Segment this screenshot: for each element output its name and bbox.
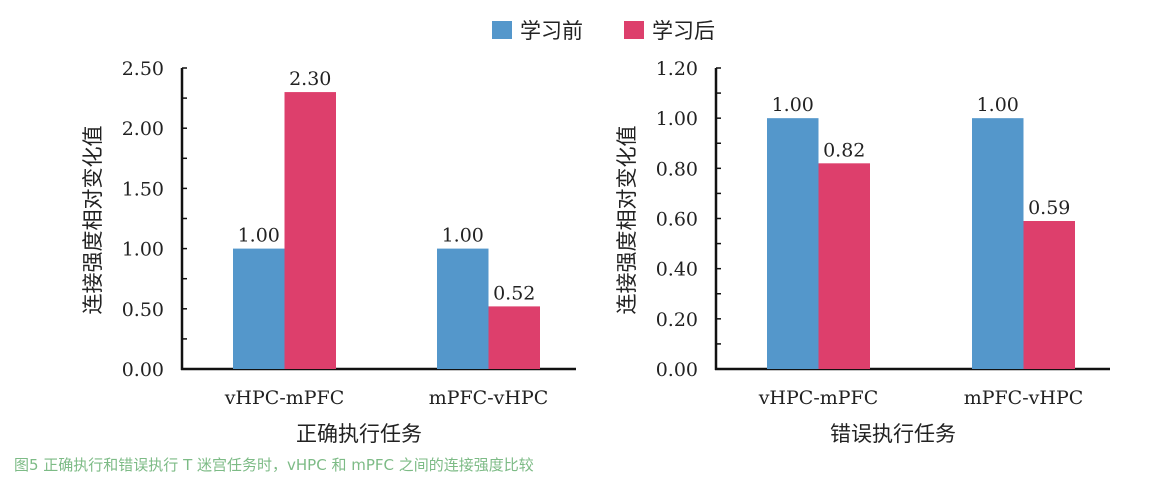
y-tick-label: 0.00 bbox=[656, 359, 698, 381]
y-tick-label: 2.00 bbox=[122, 118, 164, 140]
y-tick-label: 0.80 bbox=[656, 158, 698, 180]
legend-label-1: 学习后 bbox=[652, 19, 715, 43]
bar-mPFC-vHPC-0 bbox=[972, 118, 1024, 370]
y-tick-label: 0.40 bbox=[656, 259, 698, 281]
y-tick-label: 1.00 bbox=[656, 108, 698, 130]
bar-vHPC-mPFC-0 bbox=[767, 118, 819, 370]
y-tick-label: 1.20 bbox=[656, 58, 698, 80]
bar-mPFC-vHPC-1 bbox=[488, 306, 540, 369]
data-label: 1.00 bbox=[442, 225, 484, 247]
x-axis-title: 正确执行任务 bbox=[296, 422, 422, 446]
y-tick-label: 2.50 bbox=[122, 58, 164, 80]
data-label: 1.00 bbox=[238, 225, 280, 247]
y-axis-title: 连接强度相对变化值 bbox=[615, 126, 639, 315]
x-tick-label: vHPC-mPFC bbox=[224, 387, 345, 409]
data-label: 0.82 bbox=[823, 139, 865, 161]
bar-mPFC-vHPC-1 bbox=[1023, 221, 1075, 369]
data-label: 1.00 bbox=[772, 94, 814, 116]
y-axis-title: 连接强度相对变化值 bbox=[81, 126, 105, 315]
figure-caption: 图5 正确执行和错误执行 T 迷宫任务时，vHPC 和 mPFC 之间的连接强度… bbox=[14, 456, 534, 474]
y-tick-label: 1.50 bbox=[122, 178, 164, 200]
y-tick-label: 1.00 bbox=[122, 239, 164, 261]
y-tick-label: 0.50 bbox=[122, 299, 164, 321]
data-label: 1.00 bbox=[977, 94, 1019, 116]
x-axis-title: 错误执行任务 bbox=[830, 422, 956, 446]
legend-swatch-0 bbox=[492, 21, 512, 39]
x-tick-label: mPFC-vHPC bbox=[429, 387, 549, 409]
y-tick-label: 0.60 bbox=[656, 209, 698, 231]
y-tick-label: 0.00 bbox=[122, 359, 164, 381]
legend-swatch-1 bbox=[624, 21, 644, 39]
bar-vHPC-mPFC-1 bbox=[818, 163, 870, 369]
x-tick-label: mPFC-vHPC bbox=[964, 387, 1084, 409]
data-label: 2.30 bbox=[289, 68, 331, 90]
legend-label-0: 学习前 bbox=[520, 19, 583, 43]
bar-vHPC-mPFC-0 bbox=[233, 248, 285, 369]
x-tick-label: vHPC-mPFC bbox=[758, 387, 879, 409]
bar-vHPC-mPFC-1 bbox=[284, 92, 336, 369]
data-label: 0.59 bbox=[1028, 197, 1070, 219]
data-label: 0.52 bbox=[493, 282, 535, 304]
y-tick-label: 0.20 bbox=[656, 309, 698, 331]
bar-mPFC-vHPC-0 bbox=[437, 248, 489, 369]
